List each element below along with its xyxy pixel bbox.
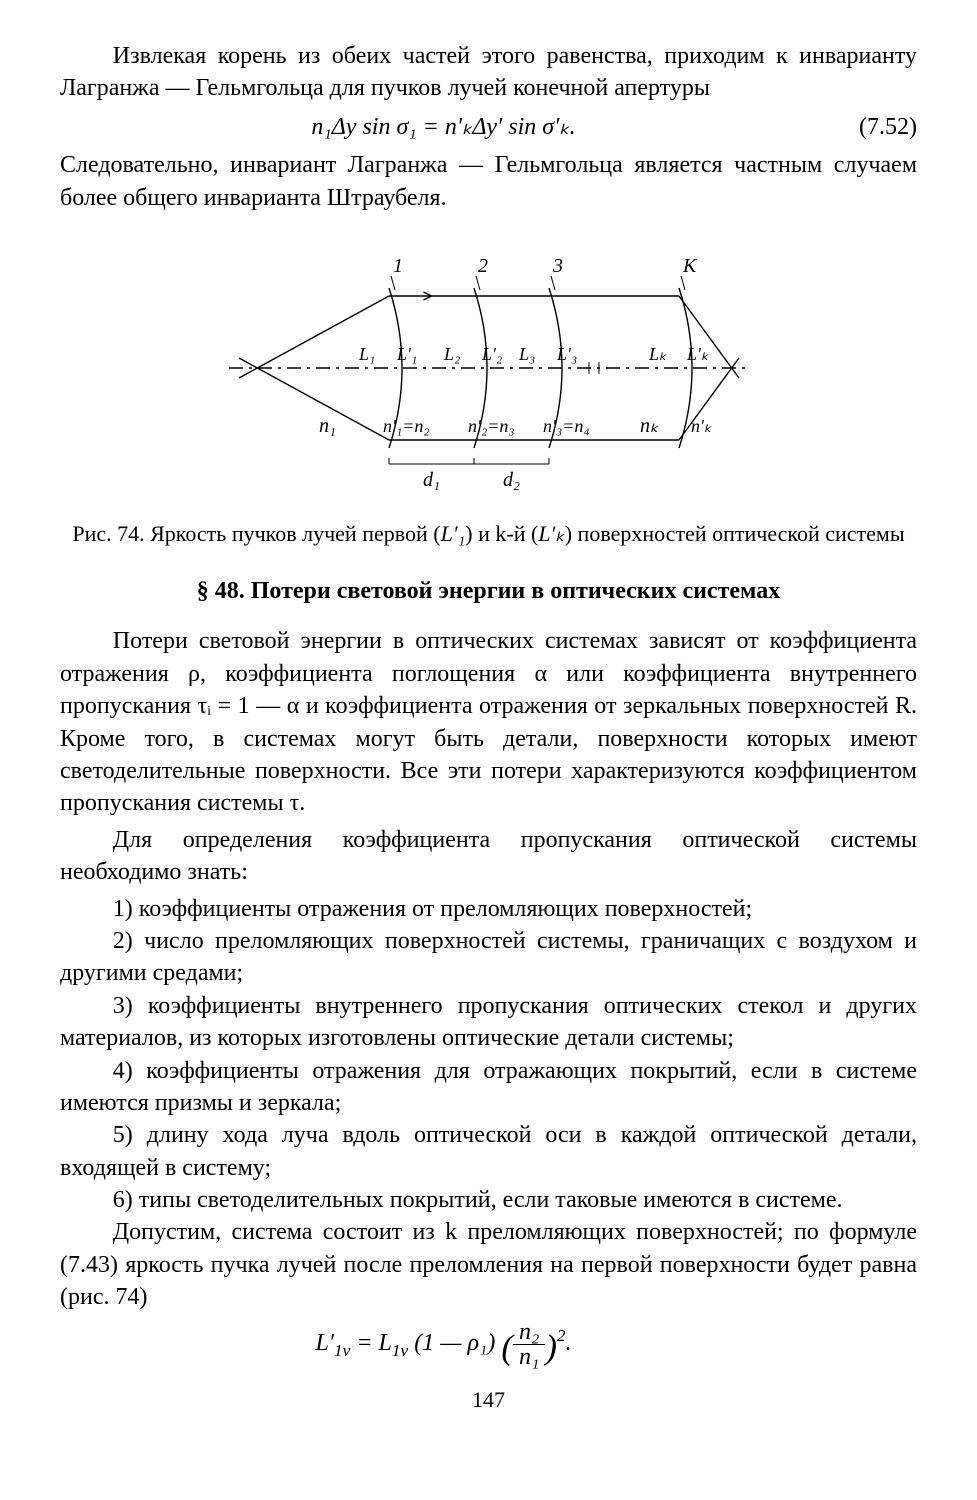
equation-7-52-number: (7.52) — [827, 111, 917, 143]
eq2-rhs-sub: 1v — [392, 1340, 408, 1359]
svg-text:L′₃: L′₃ — [556, 344, 577, 364]
list-item: 6) типы светоделительных покрытий, если … — [60, 1184, 917, 1216]
list-item: 5) длину хода луча вдоль оптической оси … — [60, 1119, 917, 1184]
svg-text:L₃: L₃ — [518, 344, 535, 364]
equation-L1v-body: L′1v = L1v (1 — ρ₁) (n₂n₁)2. — [60, 1320, 827, 1372]
svg-text:L′ₖ: L′ₖ — [686, 344, 709, 364]
list-item: 3) коэффициенты внутреннего пропускания … — [60, 990, 917, 1055]
eq2-lparen-icon: ( — [501, 1327, 513, 1366]
svg-text:L₁: L₁ — [358, 344, 375, 364]
svg-text:Lₖ: Lₖ — [648, 344, 667, 364]
svg-text:n′ₖ: n′ₖ — [691, 416, 712, 436]
figcap-suffix: ) поверхностей оптической системы — [565, 521, 905, 546]
svg-text:1: 1 — [393, 255, 403, 277]
section-48-title: § 48. Потери световой энергии в оптическ… — [60, 575, 917, 607]
intro-paragraph: Извлекая корень из обеих частей этого ра… — [60, 40, 917, 105]
list-item: 2) число преломляющих поверхностей систе… — [60, 925, 917, 990]
eq2-lhs-sub: 1v — [334, 1340, 350, 1359]
after-eq-paragraph: Следовательно, инвариант Лагранжа — Гель… — [60, 149, 917, 214]
figcap-Lk: L′ₖ — [538, 521, 564, 546]
list-item: 4) коэффициенты отражения для отражающих… — [60, 1055, 917, 1120]
page-number: 147 — [60, 1385, 917, 1415]
eq2-frac-num: n₂ — [513, 1320, 545, 1345]
eq2-lhs-sym: L′ — [315, 1330, 334, 1356]
eq2-paren: (1 — ρ₁) — [414, 1330, 495, 1356]
figcap-prefix: Рис. 74. Яркость пучков лучей первой ( — [72, 521, 440, 546]
svg-text:2: 2 — [478, 255, 488, 277]
eq-equals: = — [423, 114, 445, 140]
eq-lhs: n₁Δy sin σ₁ — [311, 114, 416, 140]
eq2-tail: . — [566, 1330, 572, 1356]
svg-text:d₂: d₂ — [503, 469, 520, 491]
svg-text:n′₁=n₂: n′₁=n₂ — [383, 416, 430, 436]
figure-74-svg: 1 L₁ L′₁ n′₁=n₂ 2 L₂ L′₂ n′₂=n₃ 3 L₃ L′₃ n′₃=n₄ K Lₖ L… — [209, 240, 769, 500]
sec48-para-2: Для определения коэффициента пропускания… — [60, 824, 917, 889]
svg-text:n′₃=n₄: n′₃=n₄ — [543, 416, 590, 436]
svg-text:3: 3 — [552, 255, 563, 277]
figure-74-caption: Рис. 74. Яркость пучков лучей первой (L′… — [60, 519, 917, 549]
equation-7-52: n₁Δy sin σ₁ = n′ₖΔy′ sin σ′ₖ. (7.52) — [60, 111, 917, 143]
svg-text:n′₂=n₃: n′₂=n₃ — [468, 416, 515, 436]
eq2-fraction: n₂n₁ — [513, 1320, 545, 1369]
equation-L1v: L′1v = L1v (1 — ρ₁) (n₂n₁)2. — [60, 1320, 917, 1372]
svg-text:n₁: n₁ — [319, 415, 336, 437]
page: Извлекая корень из обеих частей этого ра… — [0, 0, 977, 1500]
list-item: 1) коэффициенты отражения от преломляющи… — [60, 893, 917, 925]
svg-text:L′₁: L′₁ — [396, 344, 417, 364]
figure-74: 1 L₁ L′₁ n′₁=n₂ 2 L₂ L′₂ n′₂=n₃ 3 L₃ L′₃ n′₃=n₄ K Lₖ L… — [60, 240, 917, 509]
eq2-rparen-icon: ) — [545, 1327, 557, 1366]
svg-text:K: K — [682, 255, 698, 277]
eq2-frac-den: n₁ — [513, 1345, 545, 1369]
svg-text:L₂: L₂ — [443, 344, 460, 364]
eq-rhs: n′ₖΔy′ sin σ′ₖ. — [445, 114, 576, 140]
figcap-L1: L′₁ — [441, 521, 466, 546]
sec48-para-1: Потери световой энергии в оптических сис… — [60, 625, 917, 819]
sec48-para-3: Допустим, система состоит из k преломляю… — [60, 1216, 917, 1313]
eq2-equals: = — [356, 1330, 378, 1356]
figcap-mid: ) и k-й ( — [465, 521, 538, 546]
eq2-square: 2 — [557, 1326, 566, 1345]
svg-text:L′₂: L′₂ — [481, 344, 502, 364]
equation-7-52-body: n₁Δy sin σ₁ = n′ₖΔy′ sin σ′ₖ. — [60, 111, 827, 143]
svg-text:nₖ: nₖ — [640, 415, 659, 437]
eq2-rhs-sym: L — [379, 1330, 392, 1356]
svg-text:d₁: d₁ — [423, 469, 440, 491]
